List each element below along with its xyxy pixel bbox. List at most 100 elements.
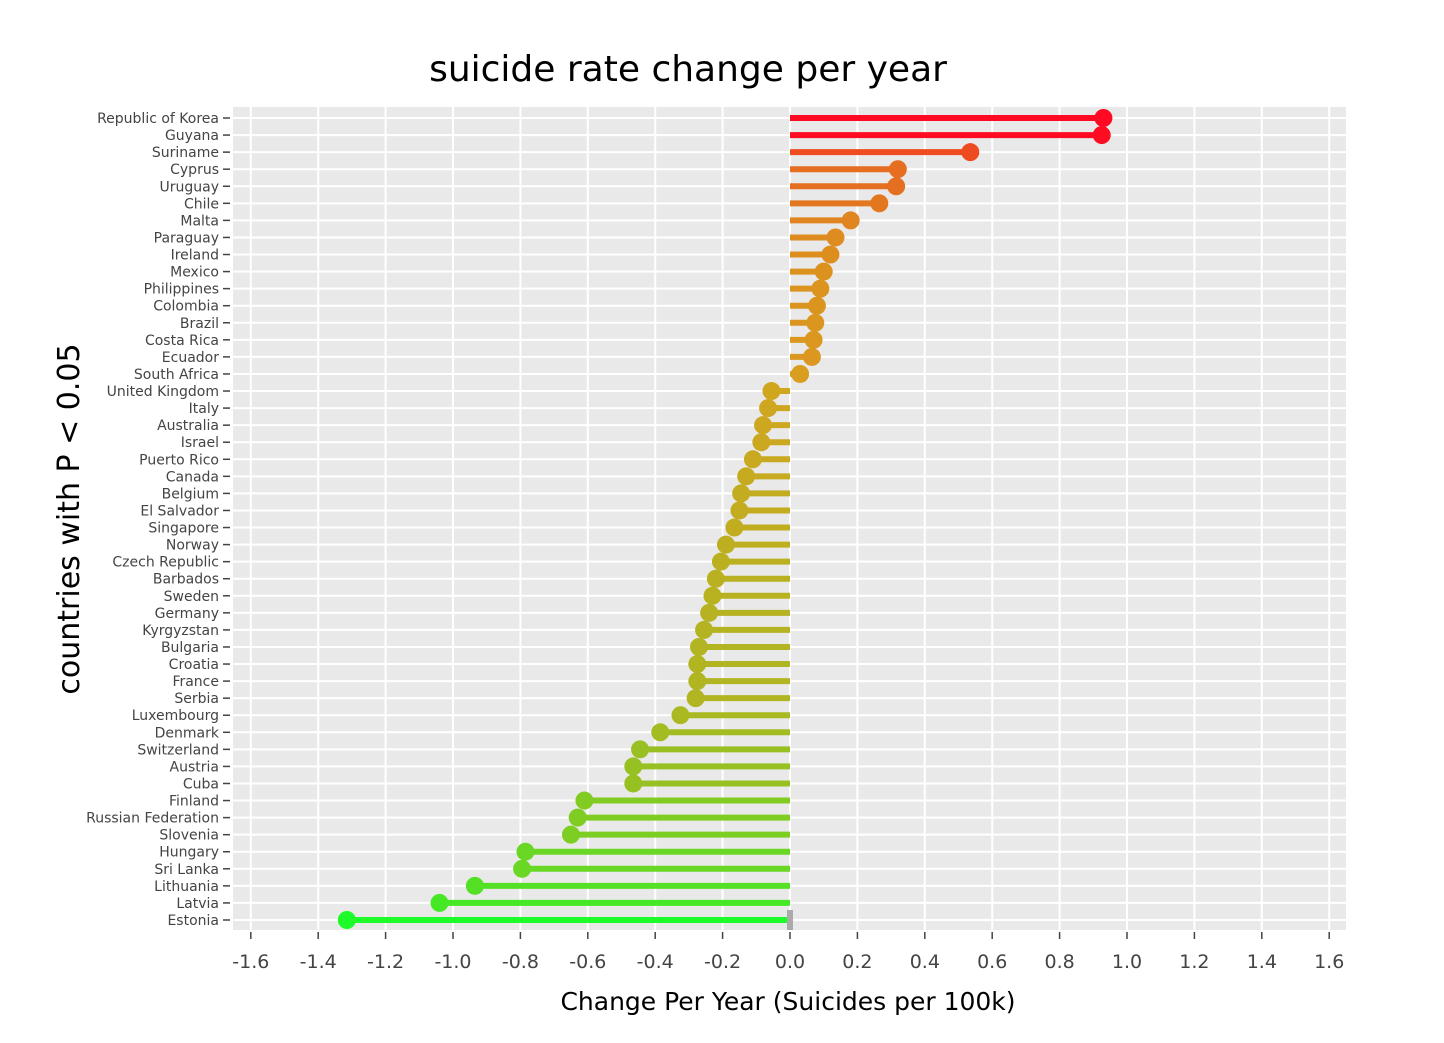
y-tick-label: Finland (169, 794, 219, 810)
y-tick-label: Republic of Korea (97, 111, 219, 127)
data-point (430, 893, 449, 912)
data-point (631, 740, 650, 759)
x-tick-label: 1.0 (1112, 951, 1142, 973)
y-tick-label: Colombia (153, 299, 219, 315)
y-tick-label: Brazil (180, 316, 219, 332)
y-tick-label: Mexico (170, 265, 219, 281)
y-tick-label: Barbados (153, 572, 219, 588)
y-tick-label: Sweden (164, 589, 219, 605)
data-point (706, 569, 725, 588)
y-tick-label: Denmark (155, 725, 220, 741)
data-point (806, 313, 825, 332)
x-axis: -1.6 -1.4 -1.2 -1.0 -0.8 -0.6 -0.4 -0.2 0.0 0.2 0.… (232, 932, 1344, 973)
data-point (686, 689, 705, 708)
data-point (888, 160, 907, 179)
data-point (804, 330, 823, 349)
y-tick-label: Philippines (144, 282, 219, 298)
data-point (811, 279, 830, 298)
y-tick-label: Switzerland (137, 742, 219, 758)
data-point (700, 603, 719, 622)
data-point (821, 245, 840, 264)
data-point (711, 552, 730, 571)
chart-title: suicide rate change per year (429, 49, 947, 90)
points (337, 109, 1113, 929)
data-point (730, 501, 749, 520)
data-point (561, 825, 580, 844)
data-point (732, 484, 751, 503)
data-point (624, 774, 643, 793)
y-tick-label: Belgium (162, 486, 219, 502)
x-tick-label: 0.2 (842, 951, 872, 973)
data-point (725, 518, 744, 537)
data-point (1094, 109, 1113, 127)
y-tick-label: Costa Rica (145, 333, 219, 349)
y-tick-label: Kyrgyzstan (142, 623, 219, 639)
y-tick-label: Ireland (171, 248, 219, 264)
data-point (752, 433, 771, 452)
y-tick-label: Suriname (152, 145, 219, 161)
y-tick-label: Malta (180, 213, 219, 229)
y-tick-label: Guyana (165, 128, 219, 144)
data-point (703, 586, 722, 605)
y-tick-label: Russian Federation (86, 811, 219, 827)
y-tick-label: Serbia (174, 691, 219, 707)
y-tick-label: Bulgaria (161, 640, 219, 656)
x-tick-label: 1.6 (1314, 951, 1344, 973)
data-point (814, 262, 833, 281)
y-tick-label: United Kingdom (107, 384, 219, 400)
data-point (671, 706, 690, 725)
data-point (568, 808, 587, 827)
data-point (337, 911, 356, 929)
y-tick-label: France (172, 674, 219, 690)
data-point (807, 296, 826, 315)
x-tick-label: -1.0 (434, 951, 471, 973)
data-point (870, 194, 889, 213)
y-tick-label: Czech Republic (112, 555, 219, 571)
data-point (651, 723, 670, 742)
x-tick-label: -0.6 (569, 951, 606, 973)
y-tick-label: Hungary (159, 845, 219, 861)
data-point (465, 876, 484, 895)
data-point (791, 364, 810, 383)
y-tick-label: El Salvador (140, 503, 219, 519)
x-axis-title: Change Per Year (Suicides per 100k) (560, 987, 1015, 1016)
data-point (688, 672, 707, 691)
x-tick-label: -1.6 (232, 951, 269, 973)
y-tick-label: Lithuania (154, 879, 219, 895)
data-point (716, 535, 735, 554)
x-tick-label: -0.2 (704, 951, 741, 973)
data-point (737, 467, 756, 486)
y-tick-label: Singapore (148, 521, 219, 537)
x-tick-label: -1.4 (300, 951, 337, 973)
x-tick-label: 0.6 (977, 951, 1007, 973)
data-point (759, 399, 778, 418)
data-point (516, 842, 535, 861)
data-point (826, 228, 845, 247)
data-point (688, 655, 707, 674)
y-tick-label: Cuba (183, 776, 219, 792)
data-point (961, 143, 980, 162)
x-tick-label: 1.4 (1247, 951, 1277, 973)
data-point (513, 859, 532, 878)
data-point (841, 211, 860, 230)
data-point (575, 791, 594, 810)
y-tick-label: Puerto Rico (139, 452, 219, 468)
x-tick-label: 0.4 (910, 951, 940, 973)
y-axis: Republic of KoreaGuyanaSurinameCyprusUru… (86, 111, 230, 929)
y-tick-label: Latvia (176, 896, 219, 912)
x-tick-label: 1.2 (1179, 951, 1209, 973)
y-tick-label: Uruguay (160, 179, 220, 195)
data-point (1092, 126, 1111, 145)
y-tick-label: Israel (181, 435, 219, 451)
y-tick-label: Germany (155, 606, 219, 622)
y-tick-label: Austria (170, 759, 219, 775)
y-tick-label: Ecuador (162, 350, 219, 366)
y-tick-label: Estonia (167, 913, 219, 929)
y-tick-label: South Africa (134, 367, 219, 383)
y-tick-label: Sri Lanka (154, 862, 219, 878)
x-tick-label: -1.2 (367, 951, 404, 973)
data-point (754, 416, 773, 435)
zero-marker (787, 910, 793, 930)
